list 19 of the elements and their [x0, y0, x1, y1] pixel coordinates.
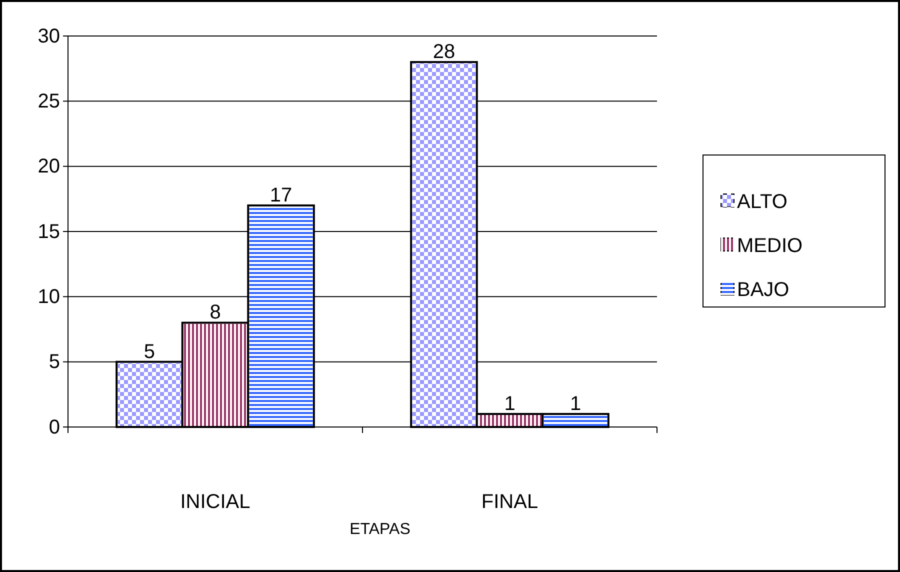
y-tick-label: 15	[38, 220, 60, 243]
data-label: 5	[144, 340, 156, 363]
y-tick-label: 25	[38, 90, 60, 113]
x-tick-label: INICIAL	[180, 491, 250, 513]
x-tick-label: FINAL	[481, 491, 538, 513]
data-label: 8	[210, 302, 221, 324]
data-label: 28	[432, 41, 456, 64]
y-tick-label: 10	[38, 286, 60, 308]
data-label: 17	[270, 184, 292, 206]
data-label: 1	[570, 392, 582, 415]
legend-label: ALTO	[737, 191, 788, 213]
y-tick-label: 5	[48, 351, 60, 374]
y-tick-label: 0	[48, 416, 60, 438]
legend-label: MEDIO	[737, 235, 803, 257]
x-axis-title: ETAPAS	[350, 521, 410, 538]
y-tick-label: 20	[38, 156, 60, 178]
y-tick-label: 30	[38, 25, 60, 48]
legend-label: BAJO	[737, 279, 790, 301]
data-label: 1	[504, 392, 516, 415]
